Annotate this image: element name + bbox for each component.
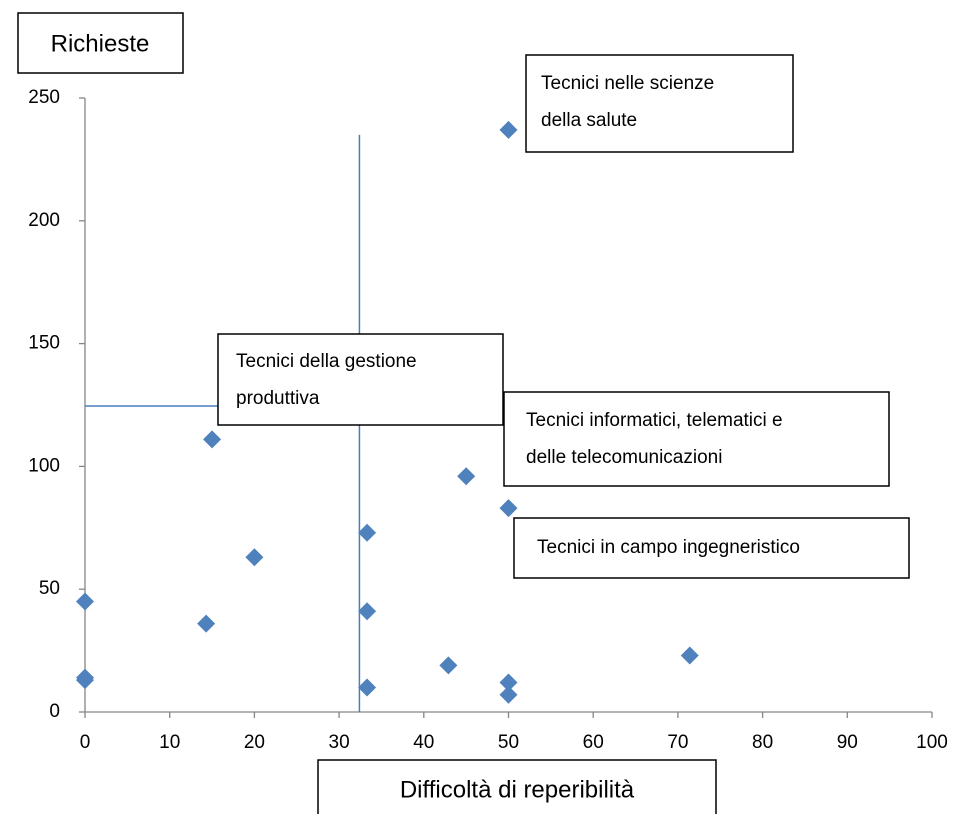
- point: [245, 548, 264, 567]
- point: [358, 602, 377, 621]
- y-tick-label: 0: [49, 701, 60, 722]
- y-tick-label: 50: [39, 578, 60, 599]
- y-axis-label: Richieste: [51, 30, 150, 57]
- x-tick-label: 60: [583, 732, 604, 753]
- x-tick-label: 20: [244, 732, 265, 753]
- x-tick-label: 90: [837, 732, 858, 753]
- y-tick-label: 100: [28, 455, 60, 476]
- x-tick-label: 80: [752, 732, 773, 753]
- x-tick-label: 100: [916, 732, 948, 753]
- point: [76, 592, 94, 611]
- y-label-box: [17, 12, 184, 74]
- annotation-box: [503, 391, 890, 487]
- x-tick-label: 40: [413, 732, 434, 753]
- x-tick-label: 30: [329, 732, 350, 753]
- annotation-text: Tecnici informatici, telematici e: [526, 410, 783, 431]
- x-tick-label: 10: [159, 732, 180, 753]
- point: [203, 430, 222, 449]
- x-axis-label: Difficoltà di reperibilità: [400, 776, 635, 803]
- x-label-box: [317, 759, 717, 814]
- point: [358, 523, 377, 542]
- point: [76, 671, 94, 690]
- annotation-text: Tecnici in campo ingegneristico: [537, 537, 800, 558]
- y-tick-label: 200: [28, 210, 60, 231]
- x-tick-label: 0: [80, 732, 91, 753]
- annotation-text: Tecnici della gestione: [236, 351, 417, 372]
- annotation-text: produttiva: [236, 388, 320, 409]
- annotation-text: delle telecomunicazioni: [526, 447, 722, 468]
- annotation-text: Tecnici nelle scienze: [541, 73, 714, 94]
- y-tick-label: 250: [28, 87, 60, 108]
- annotation-text: della salute: [541, 110, 637, 131]
- point: [197, 614, 216, 633]
- annotation-box: [513, 517, 910, 579]
- point: [439, 656, 458, 675]
- annotation-box: [217, 333, 504, 426]
- point: [499, 120, 518, 139]
- x-tick-label: 50: [498, 732, 519, 753]
- y-tick-label: 150: [28, 333, 60, 354]
- annotation-box: [525, 54, 794, 153]
- point: [499, 685, 518, 704]
- point: [499, 673, 518, 692]
- point: [358, 678, 377, 697]
- point: [499, 499, 518, 518]
- point: [680, 646, 699, 665]
- x-tick-label: 70: [667, 732, 688, 753]
- point: [457, 467, 476, 486]
